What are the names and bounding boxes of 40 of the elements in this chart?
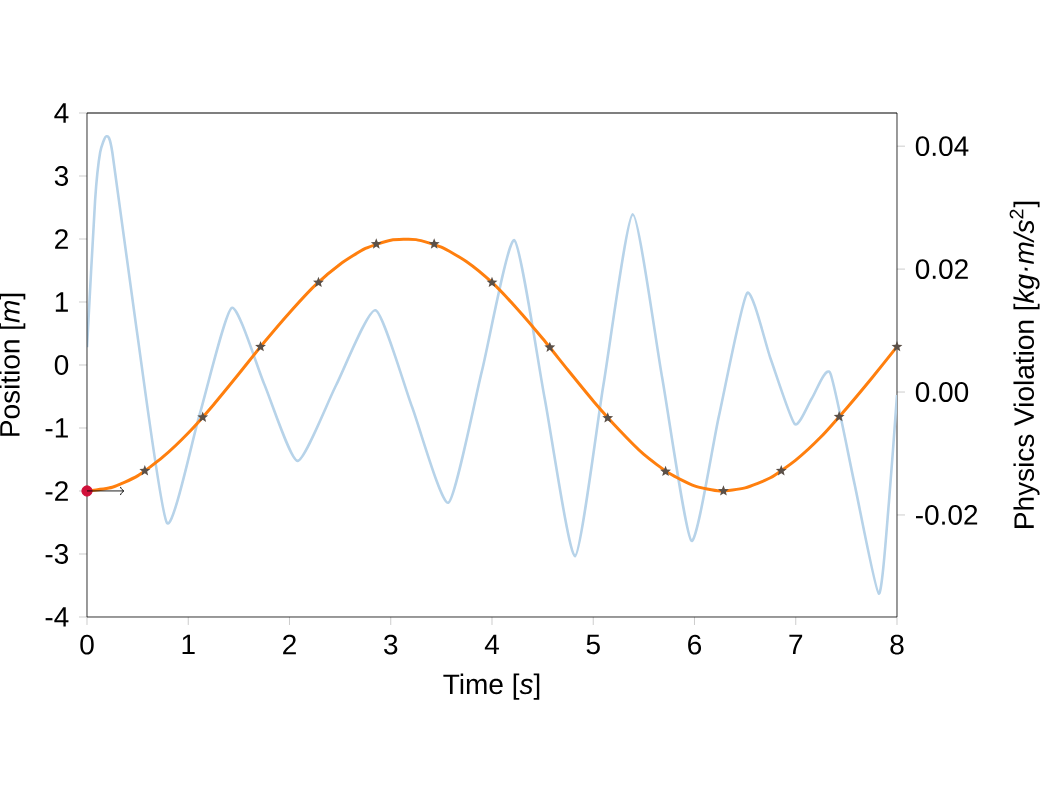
x-tick-label: 7 bbox=[789, 634, 803, 654]
y2-tick-label: 0.00 bbox=[915, 382, 969, 402]
point bbox=[313, 276, 324, 288]
x-tick-label: 8 bbox=[890, 634, 904, 655]
y-tick-label: -3 bbox=[45, 544, 69, 564]
point bbox=[255, 341, 266, 352]
y-tick-label: 0 bbox=[54, 355, 69, 375]
line-series bbox=[87, 135, 897, 595]
x-tick-label: 2 bbox=[283, 634, 296, 655]
x-tick-label: 5 bbox=[586, 634, 600, 655]
point bbox=[486, 276, 498, 288]
point bbox=[891, 341, 903, 352]
y-tick-label: 2 bbox=[55, 229, 68, 249]
y-tick-label: -4 bbox=[45, 607, 69, 627]
point bbox=[718, 485, 729, 496]
y-tick-label: 1 bbox=[55, 292, 68, 312]
point bbox=[775, 465, 787, 476]
y-tick-label: -1 bbox=[45, 418, 68, 438]
x-tick-label: 4 bbox=[484, 634, 499, 654]
point bbox=[544, 341, 556, 352]
x-tick-label: 0 bbox=[80, 634, 94, 655]
y2-tick-label: -0.02 bbox=[915, 505, 978, 525]
y-tick-label: 4 bbox=[54, 103, 69, 123]
x-tick-label: 3 bbox=[384, 634, 398, 655]
y2-tick-label: 0.02 bbox=[915, 259, 968, 280]
y-tick-label: 3 bbox=[54, 166, 69, 186]
y-axis-title: Position [m] bbox=[0, 293, 26, 436]
point bbox=[833, 410, 845, 422]
x-tick-label: 1 bbox=[182, 634, 195, 654]
point bbox=[197, 411, 209, 422]
point bbox=[370, 238, 382, 249]
point bbox=[139, 465, 151, 476]
point bbox=[428, 238, 440, 249]
y2-axis-title: Physics Violation [kg·m/s$^{2}$] bbox=[1009, 201, 1040, 528]
x-axis-title: Time [s] bbox=[443, 673, 540, 700]
y2-tick-label: 0.04 bbox=[915, 136, 969, 157]
y-tick-label: -2 bbox=[45, 481, 68, 501]
x-tick-label: 6 bbox=[688, 634, 702, 655]
point bbox=[602, 412, 614, 423]
point bbox=[660, 465, 671, 477]
